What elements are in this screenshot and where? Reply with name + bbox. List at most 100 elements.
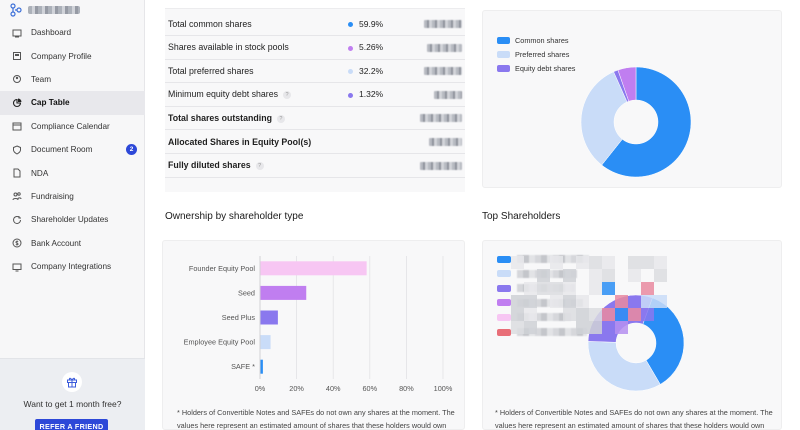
summary-row-label: Total preferred shares [168,65,254,76]
legend-swatch [497,255,511,263]
sidebar-item-compliance-calendar[interactable]: Compliance Calendar [0,115,145,138]
legend-item: Preferred shares [497,47,575,61]
help-icon[interactable]: ? [255,161,264,170]
mosaic-block [589,269,602,282]
bar-founder-equity-pool[interactable] [260,261,367,276]
legend-dot [348,45,353,51]
sidebar-item-fundraising[interactable]: Fundraising [0,185,145,208]
mosaic-block [524,308,537,321]
sidebar-item-nda[interactable]: NDA [0,161,145,184]
redacted-share-count [420,114,462,123]
sidebar-item-document-room[interactable]: Document Room 2 [0,138,145,161]
mosaic-block [537,269,550,282]
redacted-shareholder-name [517,313,571,322]
y-category-label: Founder Equity Pool [189,264,255,273]
pie-slice-shareholder-2[interactable] [587,341,661,392]
redacted-share-count [429,138,462,146]
building-icon [12,51,22,61]
pie-slice-preferred-shares[interactable] [580,71,628,166]
summary-row: Minimum equity debt shares? 1.32% [165,83,465,107]
mosaic-block [641,256,654,269]
help-icon[interactable]: ? [283,90,292,99]
mosaic-block [628,256,641,269]
top-shareholders-footnote: * Holders of Convertible Notes and SAFEs… [495,408,773,430]
mosaic-block [511,308,524,321]
mosaic-block [563,282,576,295]
pie-slice-common-shares[interactable] [601,66,692,178]
mosaic-block [563,308,576,321]
mosaic-block [589,321,602,334]
legend-swatch [497,299,511,307]
bar-seed[interactable] [260,285,307,300]
people-icon [12,191,22,201]
mosaic-block [511,321,524,334]
mosaic-block [654,256,667,269]
sidebar-item-label: Bank Account [31,238,82,248]
x-tick-label: 20% [289,384,304,393]
mosaic-block [641,282,654,295]
legend-swatch [497,328,511,336]
summary-row: Total shares outstanding? [165,106,465,131]
sidebar-item-bank-account[interactable]: Bank Account [0,232,145,255]
monitor-icon [12,262,22,272]
summary-row-label: Shares available in stock pools [168,42,289,53]
shares-donut-chart [580,66,692,178]
mosaic-block [641,308,654,321]
sidebar-item-shareholder-updates[interactable]: Shareholder Updates [0,208,145,231]
sidebar-item-dashboard[interactable]: Dashboard [0,21,145,44]
mosaic-block [615,295,628,308]
legend-item: Common shares [497,33,575,47]
bar-employee-equity-pool[interactable] [260,335,271,350]
bar-seed-plus[interactable] [260,310,278,325]
company-name-redacted [28,6,80,14]
mosaic-block [563,295,576,308]
legend-swatch [497,313,511,321]
sidebar-item-label: Shareholder Updates [31,215,109,225]
sidebar-item-company-integrations[interactable]: Company Integrations [0,255,145,278]
x-tick-label: 40% [326,384,341,393]
help-icon[interactable]: ? [276,114,285,123]
summary-row: Total preferred shares 32.2% [165,59,465,84]
legend-label: Preferred shares [515,49,570,59]
sidebar-item-company-profile[interactable]: Company Profile [0,44,145,67]
mosaic-block [550,256,563,269]
refresh-icon [12,215,22,225]
top-shareholder-legend-item [497,313,571,322]
sidebar-item-label: Fundraising [31,191,74,201]
legend-swatch [497,270,511,278]
mosaic-block [641,295,654,308]
team-icon [12,74,22,84]
mosaic-block [576,308,589,321]
summary-row-percent: 1.32% [359,89,384,100]
legend-label: Common shares [515,35,569,45]
shares-pie-card: Common shares Preferred shares Equity debt… [482,10,782,188]
legend-dot [348,69,353,75]
mosaic-block [550,295,563,308]
sidebar-item-label: Compliance Calendar [31,121,110,131]
sidebar-item-team[interactable]: Team [0,68,145,91]
refer-a-friend-button[interactable]: REFER A FRIEND [35,419,108,430]
mosaic-block [511,256,524,269]
mosaic-block [589,282,602,295]
redacted-shareholder-name [517,328,587,336]
summary-row: Allocated Shares in Equity Pool(s) [165,130,465,154]
referral-promo: Want to get 1 month free? [0,358,145,430]
brand[interactable] [10,2,80,18]
summary-row-percent: 5.26% [359,42,384,53]
bar-safe[interactable] [260,359,263,374]
legend-swatch [497,284,511,292]
mosaic-block [628,308,641,321]
top-shareholders-title: Top Shareholders [482,211,561,222]
top-shareholder-legend-item [497,328,587,336]
x-tick-label: 100% [434,384,453,393]
sidebar-item-cap-table[interactable]: Cap Table [0,91,145,115]
pie-slice-shares-available-in-stock-pools[interactable] [617,66,637,102]
summary-row-label: Total shares outstanding? [168,113,285,123]
mosaic-block [628,269,641,282]
notification-badge: 2 [126,143,137,155]
x-tick-label: 60% [362,384,377,393]
ownership-bar-card: 0% 20% 40% 60% 80% 100% Founder Equity Pool See… [162,240,465,430]
mosaic-block [615,321,628,334]
shield-icon [12,145,22,155]
document-icon [12,168,22,178]
